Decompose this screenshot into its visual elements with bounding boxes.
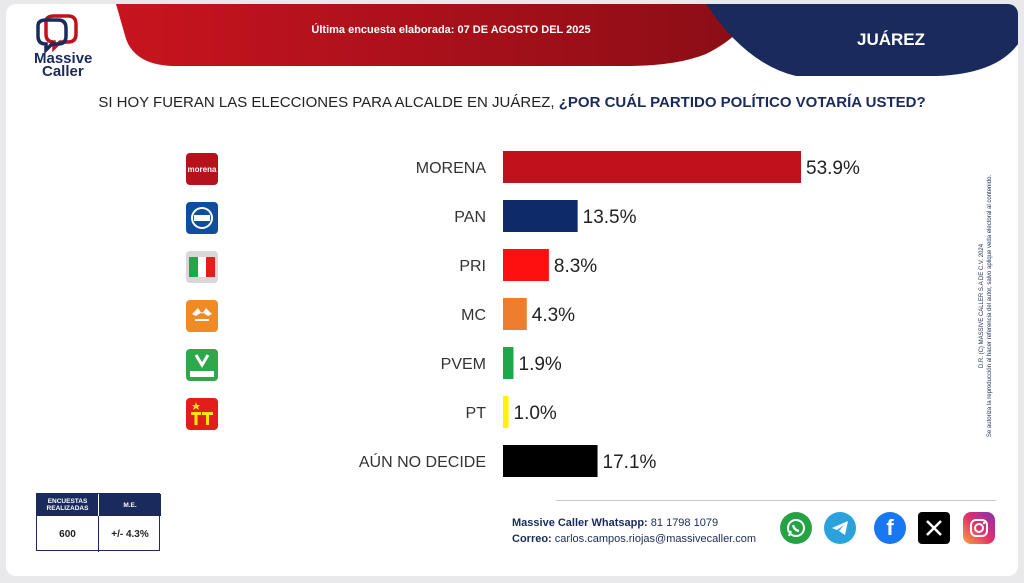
mc-logo xyxy=(186,300,218,332)
value-label-pt: 1.0% xyxy=(514,403,557,424)
contact-divider xyxy=(556,500,996,501)
category-label-pvem: PVEM xyxy=(441,356,486,373)
value-label-pan: 13.5% xyxy=(583,207,637,228)
value-label-pvem: 1.9% xyxy=(519,354,562,375)
category-label-aun-no-decide: AÚN NO DECIDE xyxy=(359,452,486,471)
pri-logo xyxy=(186,251,218,283)
value-label-pri: 8.3% xyxy=(554,256,597,277)
value-label-aun-no-decide: 17.1% xyxy=(603,452,657,473)
x-icon[interactable] xyxy=(918,512,950,544)
poll-card: Massive Caller Última encuesta elaborada… xyxy=(6,4,1018,576)
morena-logo: morena xyxy=(186,153,218,185)
bar-mc xyxy=(503,298,527,330)
value-label-mc: 4.3% xyxy=(532,305,575,326)
question-emphasis: ¿POR CUÁL PARTIDO POLÍTICO VOTARÍA USTED… xyxy=(558,94,926,111)
logo-icon xyxy=(36,14,78,55)
poll-date: Última encuesta elaborada: 07 DE AGOSTO … xyxy=(311,24,591,36)
survey-question: SI HOY FUERAN LAS ELECCIONES PARA ALCALD… xyxy=(6,94,1018,111)
category-label-mc: MC xyxy=(461,307,486,324)
facebook-icon[interactable]: f xyxy=(874,512,906,544)
email-label: Correo: xyxy=(512,533,552,545)
value-label-morena: 53.9% xyxy=(806,158,860,179)
margin-error-header: M.E. xyxy=(99,494,161,516)
category-label-morena: MORENA xyxy=(416,160,487,177)
bar-pt xyxy=(503,396,509,428)
category-label-pri: PRI xyxy=(459,258,486,275)
bar-aun-no-decide xyxy=(503,445,598,477)
question-intro: SI HOY FUERAN LAS ELECCIONES PARA ALCALD… xyxy=(98,94,559,111)
whatsapp-number[interactable]: 81 1798 1079 xyxy=(650,517,719,529)
bar-chart: MORENA 53.9% PAN 13.5% PRI 8.3% MC 4.3% PVEM 1.9%… xyxy=(359,151,860,477)
copyright-line1: D.R. (C) MASSIVE CALLER S.A DE C.V. 2024 xyxy=(979,243,985,369)
bar-pan xyxy=(503,200,578,232)
category-label-pt: PT xyxy=(466,405,487,422)
pt-logo xyxy=(186,398,218,430)
survey-stats-table: ENCUESTAS REALIZADAS M.E. 600 +/- 4.3% xyxy=(36,493,161,552)
margin-error-value: +/- 4.3% xyxy=(111,528,149,540)
surveys-value: 600 xyxy=(37,516,99,552)
pvem-logo xyxy=(186,349,218,381)
email-address[interactable]: carlos.campos.riojas@massivecaller.com xyxy=(554,533,757,545)
bar-morena xyxy=(503,151,801,183)
contact-info: Massive Caller Whatsapp: 81 1798 1079 Co… xyxy=(512,515,756,547)
bar-pvem xyxy=(503,347,514,379)
telegram-icon[interactable] xyxy=(824,512,856,544)
pan-logo xyxy=(186,202,218,234)
surveys-header: ENCUESTAS REALIZADAS xyxy=(37,494,99,516)
copyright-line2: Se autoriza la reproducción al hacer ref… xyxy=(987,174,993,438)
city-label: JUÁREZ xyxy=(856,30,925,49)
header-banner xyxy=(116,4,1018,76)
instagram-icon[interactable] xyxy=(963,512,995,544)
bar-pri xyxy=(503,249,549,281)
whatsapp-label: Massive Caller Whatsapp: xyxy=(512,517,648,529)
brand-name: Massive Caller xyxy=(34,50,93,80)
brand-name-line2: Caller xyxy=(42,63,84,80)
whatsapp-icon[interactable] xyxy=(780,512,812,544)
massive-caller-logo xyxy=(30,14,120,84)
category-label-pan: PAN xyxy=(454,209,486,226)
brand-name-line1: Massive xyxy=(34,50,93,67)
copyright-note: D.R. (C) MASSIVE CALLER S.A DE C.V. 2024… xyxy=(974,126,1004,486)
